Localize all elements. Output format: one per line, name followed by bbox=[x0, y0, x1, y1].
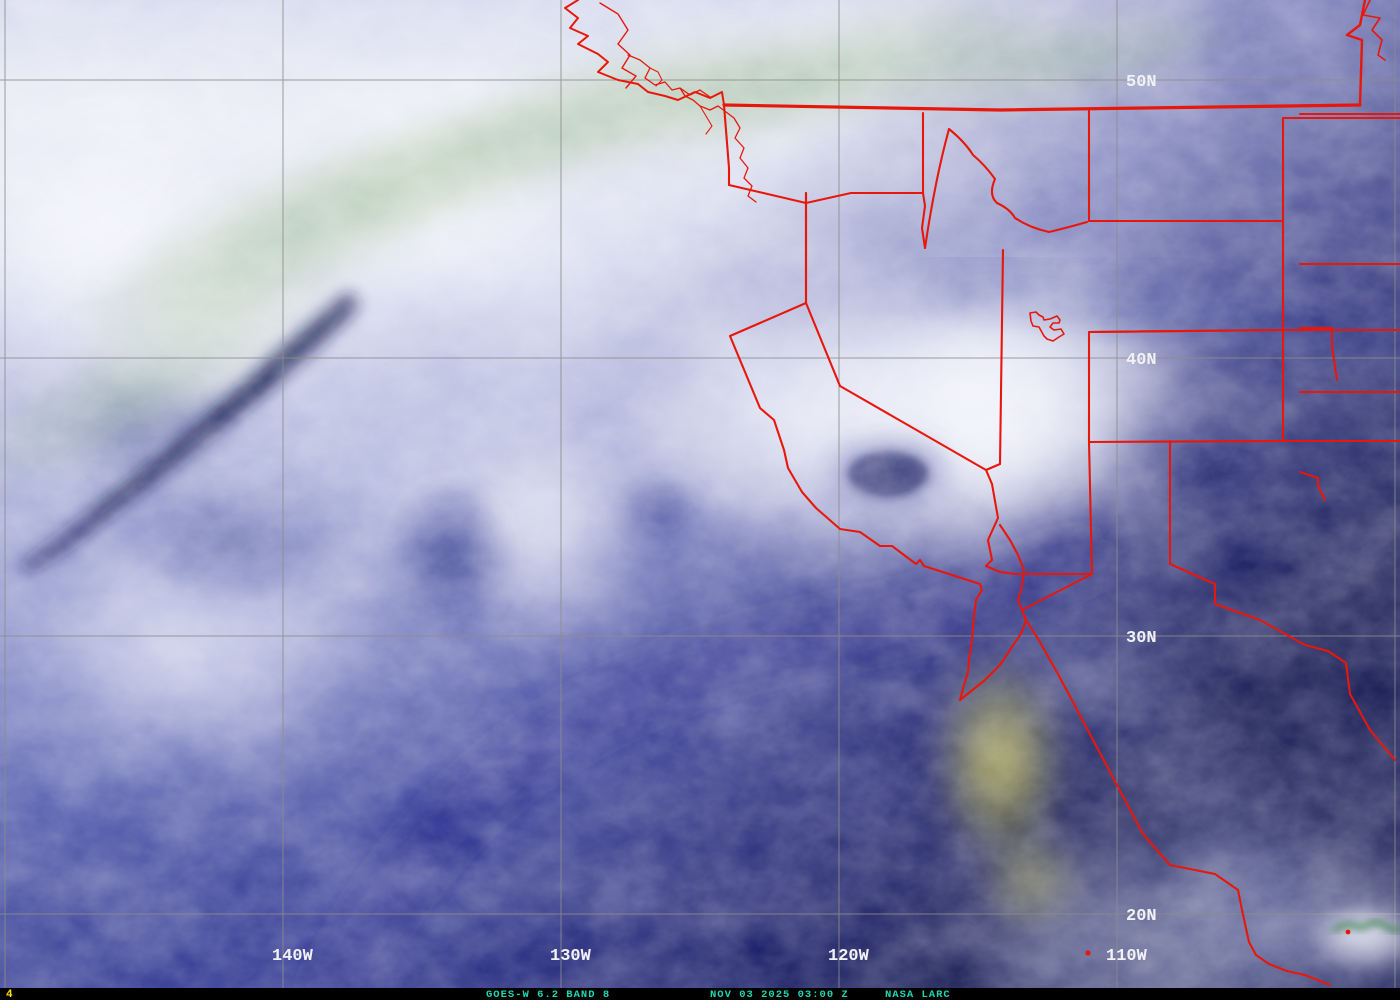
svg-text:120W: 120W bbox=[828, 947, 870, 966]
svg-text:40N: 40N bbox=[1126, 351, 1157, 370]
svg-text:110W: 110W bbox=[1106, 947, 1148, 966]
svg-text:130W: 130W bbox=[550, 947, 592, 966]
svg-text:NOV 03 2025 03:00 Z: NOV 03 2025 03:00 Z bbox=[710, 989, 849, 1000]
svg-text:GOES-W 6.2 BAND 8: GOES-W 6.2 BAND 8 bbox=[486, 989, 610, 1000]
svg-text:50N: 50N bbox=[1126, 73, 1157, 92]
svg-text:4: 4 bbox=[6, 989, 13, 1000]
svg-text:140W: 140W bbox=[272, 947, 314, 966]
svg-text:NASA LARC: NASA LARC bbox=[885, 989, 951, 1000]
svg-text:30N: 30N bbox=[1126, 629, 1157, 648]
svg-text:20N: 20N bbox=[1126, 907, 1157, 926]
